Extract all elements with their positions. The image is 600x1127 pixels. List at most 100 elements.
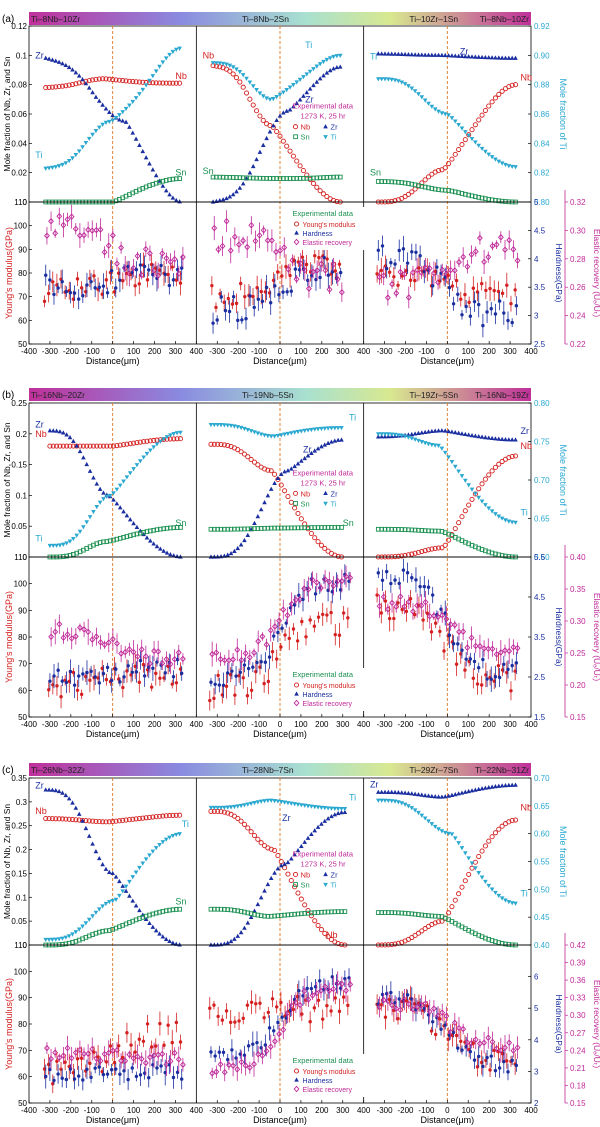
zr-point (70, 800, 75, 805)
ym-point (312, 624, 317, 628)
ym-point (276, 270, 280, 274)
ti-point (244, 76, 249, 81)
ti-point (493, 890, 498, 896)
nb-point (415, 549, 422, 555)
ti-point (399, 80, 405, 85)
hd-point (97, 681, 102, 685)
legend-ym: Young's modulus (303, 683, 356, 690)
ti-point (483, 149, 488, 154)
nb-point (476, 117, 482, 123)
ti-point (177, 46, 182, 51)
ym-point (346, 1003, 350, 1008)
y-tick-label-left: 0.05 (11, 522, 27, 531)
legend-nb: Nb (301, 489, 311, 498)
hd-point (477, 302, 481, 307)
zr-point (432, 428, 438, 433)
y-tick-label-left-bottom: 90 (18, 245, 27, 254)
sn-point (225, 526, 231, 532)
er-point (268, 237, 275, 244)
ti-point (322, 426, 328, 431)
hd-point (502, 1059, 506, 1064)
zr-point (153, 173, 159, 178)
ti-point (237, 70, 243, 75)
nb-point (419, 928, 425, 934)
sn-point (298, 911, 304, 917)
zr-point (496, 436, 502, 441)
nb-point (409, 189, 415, 195)
sn-point (235, 908, 241, 914)
er-point (238, 1058, 245, 1066)
sn-point (499, 198, 505, 204)
er-point (64, 216, 71, 223)
sn-point (258, 913, 264, 919)
ti-point (299, 803, 304, 808)
hd-point (447, 633, 452, 637)
nb-point (84, 443, 90, 449)
zr-point (240, 181, 246, 186)
legend-nb-marker (292, 490, 299, 496)
zr-point (285, 468, 291, 473)
panel-label: (c) (2, 765, 14, 776)
zr-point (268, 486, 274, 491)
ti-point (56, 164, 62, 169)
zr-point (315, 824, 321, 829)
y-tick-label-left-bottom: 80 (18, 1020, 27, 1029)
sn-point (237, 175, 243, 180)
nb-point (221, 442, 227, 448)
sn-point (141, 529, 146, 535)
ti-point (140, 861, 146, 866)
er-point (179, 253, 186, 261)
er-point (81, 1050, 87, 1058)
hd-point (64, 1077, 69, 1082)
sn-point (252, 912, 257, 917)
zr-point (419, 52, 425, 57)
sn-point (137, 530, 143, 536)
hd-point (514, 661, 519, 665)
hd-point (130, 1066, 134, 1070)
x-tick-label: -100 (418, 347, 435, 356)
hd-point (468, 1049, 473, 1054)
sn-point (392, 527, 398, 532)
zr-point (449, 53, 455, 58)
nb-point (254, 108, 260, 114)
nb-point (134, 440, 140, 446)
nb-point (49, 816, 55, 822)
legend-title: Experimental data (293, 468, 354, 477)
nb-point (419, 180, 425, 186)
sn-point (267, 176, 273, 181)
nb-point (282, 488, 288, 494)
hd-point (502, 662, 506, 667)
hd-point (456, 642, 460, 646)
ti-point (208, 805, 214, 811)
hd-point (259, 660, 263, 664)
sn-point (337, 174, 343, 180)
ti-point (148, 448, 153, 453)
ti-point (469, 487, 475, 492)
sn-point (327, 174, 333, 180)
ym-point (479, 281, 484, 286)
zr-point (265, 493, 271, 498)
er-point (259, 1052, 266, 1059)
zr-point (94, 481, 100, 486)
x-tick-label: -300 (42, 347, 59, 356)
legend-ym-marker (293, 221, 300, 227)
ti-point (262, 799, 267, 804)
x-tick-label: -200 (397, 720, 414, 729)
er-point (126, 646, 133, 653)
er-point (343, 987, 349, 994)
x-tick-label: 100 (462, 720, 476, 729)
sn-point (462, 191, 468, 197)
ti-point (479, 146, 485, 152)
sn-point (110, 927, 116, 932)
ym-point (500, 291, 505, 296)
nb-point (298, 516, 304, 522)
zr-point (46, 787, 52, 792)
ym-point (471, 676, 476, 680)
hd-point (393, 578, 397, 582)
er-point (489, 242, 496, 250)
zr-point (50, 57, 55, 62)
hd-point (52, 292, 56, 297)
ti-point (281, 90, 286, 95)
ym-point (333, 632, 337, 637)
hd-point (384, 569, 389, 574)
